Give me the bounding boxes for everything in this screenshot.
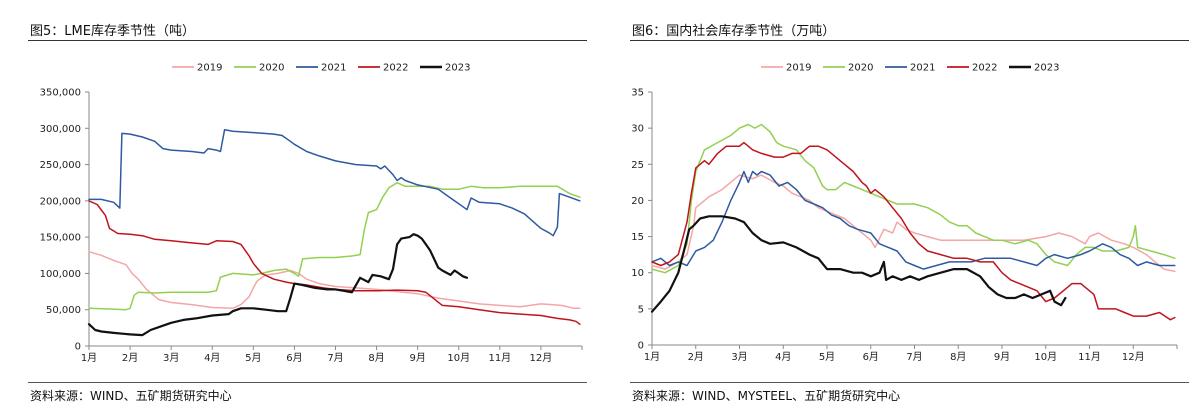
y-tick-label: 200,000 (40, 196, 81, 207)
lme-stock-line-chart: 0 50,000 100,000 150,000 200,000 250,000 300,0… (40, 63, 583, 364)
legend-label-2021: 2021 (910, 63, 935, 74)
y-tick-label: 100,000 (40, 269, 81, 280)
y-tick-label: 5 (638, 304, 644, 315)
y-tick-label: 50,000 (46, 305, 81, 316)
x-tick-label: 3月 (163, 352, 179, 364)
x-tick-label: 9月 (994, 351, 1010, 363)
y-tick-label: 15 (631, 232, 644, 243)
legend-label-2022: 2022 (383, 63, 408, 74)
y-tick-label: 10 (631, 268, 644, 279)
x-tick-label: 12月 (530, 352, 553, 364)
x-tick-label: 7月 (906, 351, 922, 363)
x-tick-label: 7月 (327, 352, 343, 364)
x-tick-label: 4月 (775, 351, 791, 363)
chart-panel-lme: 图5：LME库存季节性（吨） 0 50,000 100,000 150,000 200,… (0, 0, 601, 411)
legend-label-2021: 2021 (321, 63, 346, 74)
title-divider (28, 40, 587, 41)
x-tick-label: 2月 (122, 352, 138, 364)
series-line-2023 (87, 233, 469, 337)
legend-label-2023: 2023 (1034, 63, 1059, 74)
domestic-stock-line-chart: 0 5 10 15 20 25 30 35 1月 2月 3月 4月 5月 6月 7月 8月 9月 10月 11月 12… (631, 63, 1178, 363)
x-tick-label: 1月 (644, 351, 660, 363)
legend-label-2020: 2020 (848, 63, 873, 74)
y-tick-label: 25 (631, 160, 644, 171)
y-tick-label: 35 (631, 88, 644, 99)
x-tick-label: 3月 (731, 351, 747, 363)
legend-label-2020: 2020 (259, 63, 284, 74)
legend-label-2023: 2023 (445, 63, 470, 74)
x-tick-label: 6月 (863, 351, 879, 363)
x-tick-label: 10月 (1034, 351, 1057, 363)
legend-label-2019: 2019 (197, 63, 222, 74)
x-tick-label: 11月 (1078, 351, 1101, 363)
x-tick-label: 6月 (286, 352, 302, 364)
x-tick-label: 1月 (81, 352, 97, 364)
series-line-2022 (651, 141, 1176, 321)
series-line-2019 (651, 174, 1176, 273)
chart-source-note: 资料来源：WIND、MYSTEEL、五矿期货研究中心 (632, 389, 901, 403)
series-line-2020 (651, 123, 1176, 274)
title-divider (630, 40, 1189, 41)
legend-label-2022: 2022 (972, 63, 997, 74)
x-tick-label: 10月 (447, 352, 470, 364)
y-tick-label: 20 (631, 196, 644, 207)
y-tick-label: 350,000 (40, 88, 81, 99)
x-tick-label: 11月 (488, 352, 511, 364)
series-line-2021 (651, 170, 1176, 270)
y-tick-label: 30 (631, 124, 644, 135)
x-tick-label: 5月 (245, 352, 261, 364)
source-divider (28, 382, 587, 383)
y-tick-label: 300,000 (40, 124, 81, 135)
chart-title: 图6：国内社会库存季节性（万吨） (632, 24, 836, 39)
x-tick-label: 12月 (1122, 351, 1145, 363)
y-tick-label: 0 (638, 341, 644, 352)
x-tick-label: 4月 (204, 352, 220, 364)
chart-title: 图5：LME库存季节性（吨） (30, 24, 195, 39)
chart-panel-domestic: 图6：国内社会库存季节性（万吨） 0 5 10 15 20 25 30 35 1月 2月 3月 4月 5… (602, 0, 1203, 411)
y-tick-label: 150,000 (40, 233, 81, 244)
x-tick-label: 8月 (368, 352, 384, 364)
series-line-2021 (88, 128, 581, 237)
x-tick-label: 8月 (950, 351, 966, 363)
y-tick-label: 250,000 (40, 160, 81, 171)
y-tick-label: 0 (75, 342, 81, 353)
chart-source-note: 资料来源：WIND、五矿期货研究中心 (30, 389, 232, 403)
series-line-2020 (88, 181, 581, 311)
series-line-2019 (88, 250, 581, 310)
x-tick-label: 5月 (819, 351, 835, 363)
series-line-2022 (88, 200, 581, 325)
legend-label-2019: 2019 (786, 63, 811, 74)
series-line-2023 (650, 215, 1067, 313)
x-tick-label: 9月 (409, 352, 425, 364)
source-divider (630, 382, 1189, 383)
x-tick-label: 2月 (688, 351, 704, 363)
